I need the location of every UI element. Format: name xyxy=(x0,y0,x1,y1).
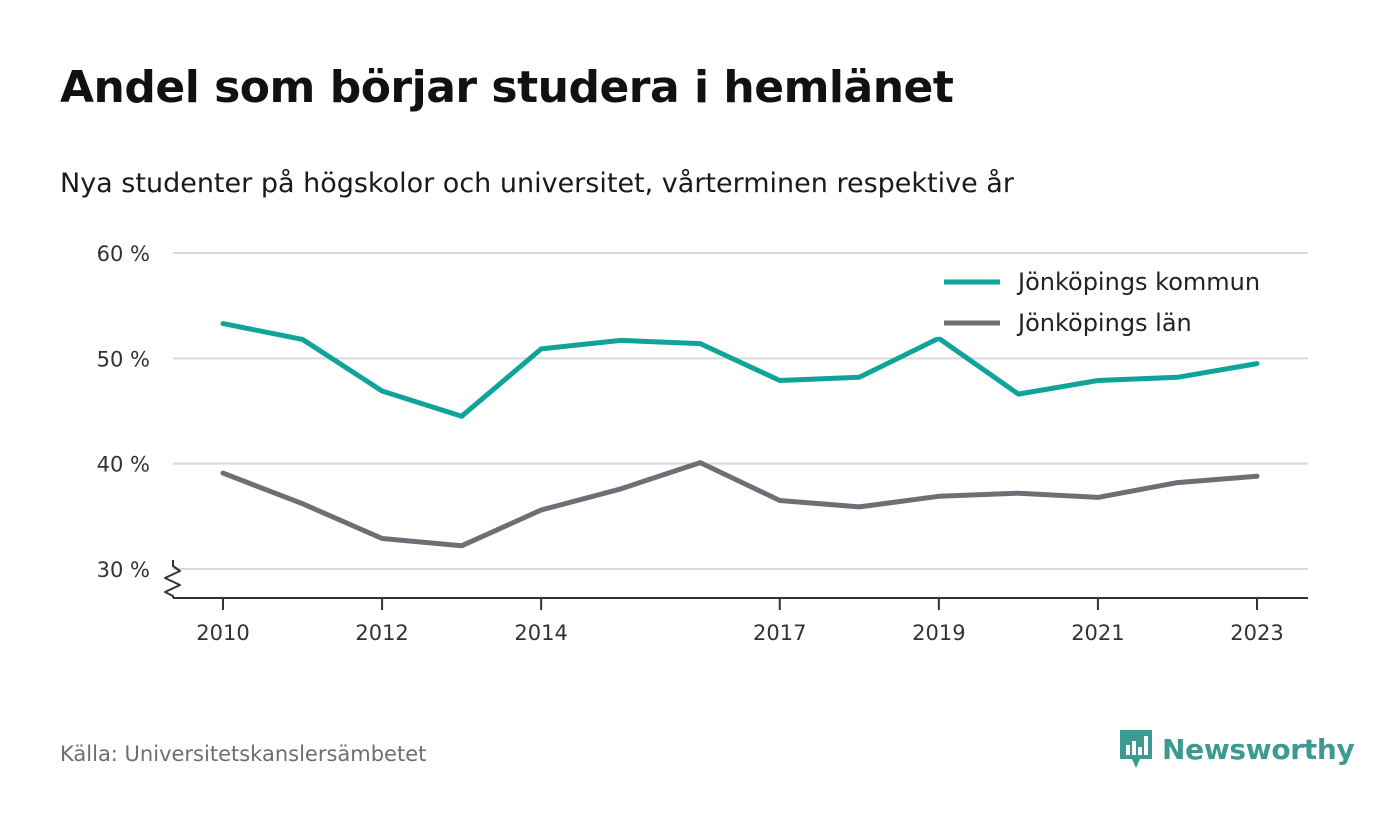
legend-label: Jönköpings kommun xyxy=(1016,268,1260,296)
y-tick-label: 50 % xyxy=(97,347,150,371)
chart-subtitle: Nya studenter på högskolor och universit… xyxy=(60,168,1014,199)
chart-title: Andel som börjar studera i hemlänet xyxy=(60,62,954,113)
newsworthy-logo-icon xyxy=(1120,730,1152,768)
legend-label: Jönköpings län xyxy=(1016,309,1192,337)
source-note: Källa: Universitetskanslersämbetet xyxy=(60,742,427,766)
line-chart: 30 % 40 % 50 % 60 % 2010 2012 2014 2017 2019 202… xyxy=(97,242,1308,645)
x-tick-label: 2010 xyxy=(196,621,249,645)
x-axis: 2010 2012 2014 2017 2019 2021 2023 xyxy=(164,560,1308,645)
x-tick-label: 2019 xyxy=(912,621,965,645)
series-line xyxy=(220,321,1260,419)
y-tick-label: 30 % xyxy=(97,558,150,582)
y-tick-label: 40 % xyxy=(97,453,150,477)
series-lines xyxy=(220,321,1260,549)
brand-logo[interactable]: Newsworthy xyxy=(1118,728,1355,770)
x-tick-label: 2017 xyxy=(753,621,806,645)
series-line xyxy=(220,460,1260,549)
x-tick-label: 2014 xyxy=(514,621,567,645)
gridlines xyxy=(173,252,1308,570)
brand-name: Newsworthy xyxy=(1162,732,1355,766)
x-tick-label: 2023 xyxy=(1230,621,1283,645)
axis-break-icon xyxy=(164,560,181,598)
x-tick-label: 2012 xyxy=(355,621,408,645)
x-tick-label: 2021 xyxy=(1071,621,1124,645)
legend-background xyxy=(926,301,1288,337)
y-tick-label: 60 % xyxy=(97,242,150,266)
y-axis-labels: 30 % 40 % 50 % 60 % xyxy=(97,242,150,582)
legend: Jönköpings kommun Jönköpings län xyxy=(926,260,1288,337)
legend-background xyxy=(926,260,1288,296)
